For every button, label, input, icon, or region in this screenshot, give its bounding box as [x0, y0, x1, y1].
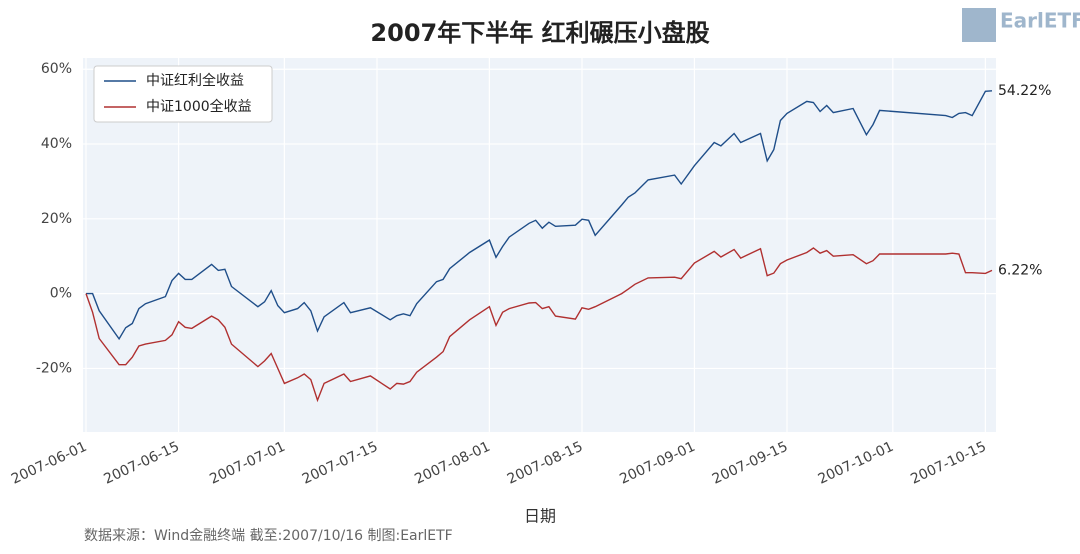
end-label: 6.22% — [998, 262, 1042, 278]
logo: EarlETF — [1000, 9, 1080, 33]
y-tick-label: -20% — [36, 360, 72, 376]
y-tick-label: 40% — [41, 136, 72, 152]
series-line — [86, 90, 993, 341]
legend-label: 中证红利全收益 — [146, 72, 244, 89]
y-tick-label: 0% — [50, 286, 72, 302]
chart-title: 2007年下半年 红利碾压小盘股 — [370, 19, 709, 47]
y-tick-label: 60% — [41, 61, 72, 77]
logo-icon — [962, 8, 996, 42]
source-note: 数据来源：Wind金融终端 截至:2007/10/16 制图:EarlETF — [84, 528, 453, 544]
y-tick-label: 20% — [41, 211, 72, 227]
x-axis-label: 日期 — [524, 507, 556, 526]
legend-box — [93, 65, 273, 123]
end-label: 54.22% — [998, 83, 1051, 99]
legend-label: 中证1000全收益 — [146, 98, 252, 115]
series-line — [85, 247, 993, 403]
